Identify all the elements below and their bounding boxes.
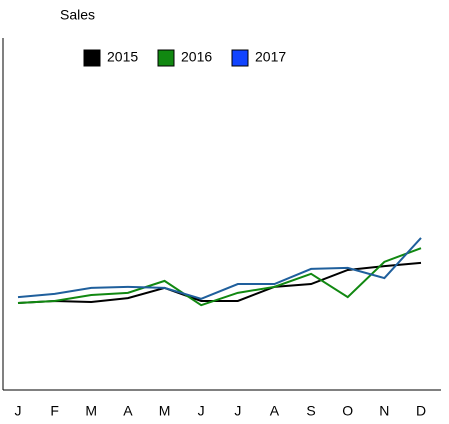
x-tick-label: D [416,403,426,419]
x-tick-label: J [198,403,205,419]
legend-label: 2015 [107,49,138,65]
series-line [17,247,422,307]
legend-swatch [231,49,249,67]
legend-label: 2017 [255,49,286,65]
x-tick-label: A [270,403,280,419]
chart-title: Sales [60,7,95,23]
x-tick-label: S [306,403,315,419]
x-tick-label: M [159,403,171,419]
legend-swatch [157,49,175,67]
x-tick-label: F [50,403,59,419]
series-line [17,237,422,300]
x-tick-label: J [234,403,241,419]
legend-swatch [83,49,101,67]
x-tick-label: O [342,403,353,419]
legend-label: 2016 [181,49,212,65]
x-tick-label: M [85,403,97,419]
x-tick-label: J [15,403,22,419]
x-tick-label: A [123,403,133,419]
x-tick-label: N [379,403,389,419]
